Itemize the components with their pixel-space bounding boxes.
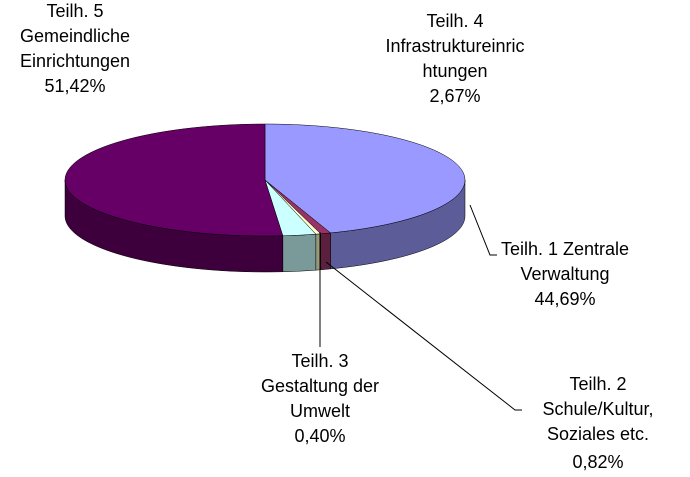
data-label: Teilh. 4 Infrastruktureinric htungen 2,67%	[385, 11, 524, 106]
value-label: 51,42%	[44, 76, 105, 96]
label-line: Einrichtungen	[20, 51, 130, 71]
data-label: Teilh. 2 Schule/Kultur, Soziales etc. 0,82%	[542, 374, 653, 472]
label-line: Teilh. 4	[426, 11, 483, 31]
label-line: Teilh. 1 Zentrale	[501, 239, 629, 259]
label-line: htungen	[422, 61, 487, 81]
value-label: 0,82%	[572, 452, 623, 472]
data-label: Teilh. 1 Zentrale Verwaltung 44,69%	[501, 239, 629, 309]
label-line: Soziales etc.	[547, 424, 649, 444]
label-line: Schule/Kultur,	[542, 399, 653, 419]
label-line: Teilh. 2	[569, 374, 626, 394]
label-line: Teilh. 5	[46, 1, 103, 21]
pie-slice	[264, 123, 466, 234]
data-label: Teilh. 3 Gestaltung der Umwelt 0,40%	[261, 351, 379, 446]
data-label: Teilh. 5 Gemeindliche Einrichtungen 51,42%	[20, 1, 130, 96]
label-line: Infrastruktureinric	[385, 36, 524, 56]
pie-side	[282, 233, 317, 273]
value-label: 0,40%	[294, 426, 345, 446]
value-label: 44,69%	[534, 289, 595, 309]
pie-slice	[264, 179, 317, 237]
label-line: Gemeindliche	[20, 26, 130, 46]
label-line: Gestaltung der	[261, 376, 379, 396]
label-line: Teilh. 3	[291, 351, 348, 371]
value-label: 2,67%	[429, 86, 480, 106]
leader-line	[325, 261, 522, 411]
leader-line	[469, 204, 497, 256]
label-line: Verwaltung	[520, 264, 609, 284]
pie-slice	[64, 123, 284, 237]
label-line: Umwelt	[290, 401, 350, 421]
